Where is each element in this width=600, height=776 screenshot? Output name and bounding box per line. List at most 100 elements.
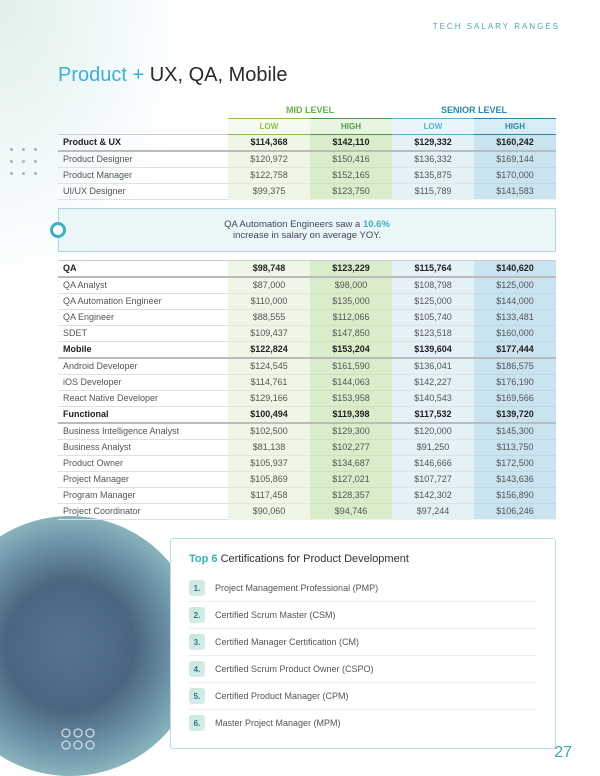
role-label: UI/UX Designer <box>58 183 228 199</box>
table-row: Product Manager$122,758$152,165$135,875$… <box>58 167 556 183</box>
tier-mid-low: LOW <box>228 118 310 134</box>
role-label: Program Manager <box>58 487 228 503</box>
category-value: $115,764 <box>392 260 474 277</box>
salary-value: $129,166 <box>228 390 310 406</box>
senior-level-header: SENIOR LEVEL <box>392 102 556 118</box>
category-value: $160,242 <box>474 134 556 151</box>
salary-value: $125,000 <box>474 277 556 294</box>
decorative-dots <box>10 148 38 176</box>
role-label: QA Engineer <box>58 309 228 325</box>
cert-item: 3.Certified Manager Certification (CM) <box>189 629 537 656</box>
category-label: Mobile <box>58 341 228 358</box>
role-label: React Native Developer <box>58 390 228 406</box>
cert-number: 1. <box>189 580 205 596</box>
table-row: QA Automation Engineer$110,000$135,000$1… <box>58 293 556 309</box>
salary-value: $105,937 <box>228 455 310 471</box>
category-value: $98,748 <box>228 260 310 277</box>
salary-value: $136,332 <box>392 151 474 168</box>
header-label: TECH SALARY RANGES <box>433 22 560 31</box>
salary-value: $144,000 <box>474 293 556 309</box>
category-label: Product & UX <box>58 134 228 151</box>
salary-value: $125,000 <box>392 293 474 309</box>
table-row: Program Manager$117,458$128,357$142,302$… <box>58 487 556 503</box>
table-row: UI/UX Designer$99,375$123,750$115,789$14… <box>58 183 556 199</box>
salary-value: $153,958 <box>310 390 392 406</box>
salary-value: $152,165 <box>310 167 392 183</box>
salary-value: $172,500 <box>474 455 556 471</box>
role-label: Product Owner <box>58 455 228 471</box>
salary-value: $102,500 <box>228 423 310 440</box>
cert-title-accent: Top 6 <box>189 553 221 565</box>
tier-sen-low: LOW <box>392 118 474 134</box>
category-value: $100,494 <box>228 406 310 423</box>
callout-text-pre: QA Automation Engineers saw a <box>224 219 363 230</box>
salary-value: $123,518 <box>392 325 474 341</box>
role-label: QA Automation Engineer <box>58 293 228 309</box>
salary-value: $88,555 <box>228 309 310 325</box>
salary-table: MID LEVEL SENIOR LEVEL LOW HIGH LOW HIGH… <box>58 102 556 520</box>
cert-item: 2.Certified Scrum Master (CSM) <box>189 602 537 629</box>
cert-title-rest: Certifications for Product Development <box>221 553 409 565</box>
salary-value: $145,300 <box>474 423 556 440</box>
table-row: iOS Developer$114,761$144,063$142,227$17… <box>58 374 556 390</box>
table-row: Product Owner$105,937$134,687$146,666$17… <box>58 455 556 471</box>
qa-callout: QA Automation Engineers saw a 10.6%incre… <box>58 208 556 252</box>
salary-value: $129,300 <box>310 423 392 440</box>
cert-item: 6. Master Project Manager (MPM) <box>189 710 537 736</box>
salary-value: $117,458 <box>228 487 310 503</box>
category-row: QA$98,748$123,229$115,764$140,620 <box>58 260 556 277</box>
salary-value: $90,060 <box>228 503 310 519</box>
role-label: Android Developer <box>58 358 228 375</box>
category-value: $139,604 <box>392 341 474 358</box>
cert-number: 2. <box>189 607 205 623</box>
callout-text-post: increase in salary on average YOY. <box>233 230 381 241</box>
level-header-row: MID LEVEL SENIOR LEVEL <box>58 102 556 118</box>
salary-value: $94,746 <box>310 503 392 519</box>
category-value: $142,110 <box>310 134 392 151</box>
tier-sen-high: HIGH <box>474 118 556 134</box>
salary-value: $143,636 <box>474 471 556 487</box>
salary-value: $141,583 <box>474 183 556 199</box>
salary-value: $127,021 <box>310 471 392 487</box>
salary-value: $122,758 <box>228 167 310 183</box>
cert-label: Master Project Manager (MPM) <box>215 718 341 728</box>
table-row: Business Analyst$81,138$102,277$91,250$1… <box>58 439 556 455</box>
cert-item: 4.Certified Scrum Product Owner (CSPO) <box>189 656 537 683</box>
role-label: Project Coordinator <box>58 503 228 519</box>
category-value: $140,620 <box>474 260 556 277</box>
category-value: $123,229 <box>310 260 392 277</box>
salary-value: $133,481 <box>474 309 556 325</box>
cert-number: 3. <box>189 634 205 650</box>
category-value: $122,824 <box>228 341 310 358</box>
salary-value: $106,246 <box>474 503 556 519</box>
category-value: $129,332 <box>392 134 474 151</box>
salary-value: $108,798 <box>392 277 474 294</box>
salary-value: $142,302 <box>392 487 474 503</box>
cert-number: 6. <box>189 715 205 731</box>
table-row: Android Developer$124,545$161,590$136,04… <box>58 358 556 375</box>
salary-value: $144,063 <box>310 374 392 390</box>
salary-value: $91,250 <box>392 439 474 455</box>
role-label: iOS Developer <box>58 374 228 390</box>
role-label: Business Analyst <box>58 439 228 455</box>
role-label: Product Designer <box>58 151 228 168</box>
table-row: Product Designer$120,972$150,416$136,332… <box>58 151 556 168</box>
salary-value: $176,190 <box>474 374 556 390</box>
salary-value: $105,740 <box>392 309 474 325</box>
cert-list: 1.Project Management Professional (PMP)2… <box>189 575 537 736</box>
salary-value: $135,000 <box>310 293 392 309</box>
salary-value: $186,575 <box>474 358 556 375</box>
callout-highlight: 10.6% <box>363 219 390 230</box>
salary-value: $114,761 <box>228 374 310 390</box>
cert-title: Top 6 Certifications for Product Develop… <box>189 553 537 565</box>
salary-value: $161,590 <box>310 358 392 375</box>
salary-value: $113,750 <box>474 439 556 455</box>
category-label: QA <box>58 260 228 277</box>
salary-value: $107,727 <box>392 471 474 487</box>
salary-value: $146,666 <box>392 455 474 471</box>
salary-value: $115,789 <box>392 183 474 199</box>
page-title: Product + UX, QA, Mobile <box>58 64 288 87</box>
salary-value: $169,566 <box>474 390 556 406</box>
salary-value: $123,750 <box>310 183 392 199</box>
salary-value: $112,066 <box>310 309 392 325</box>
